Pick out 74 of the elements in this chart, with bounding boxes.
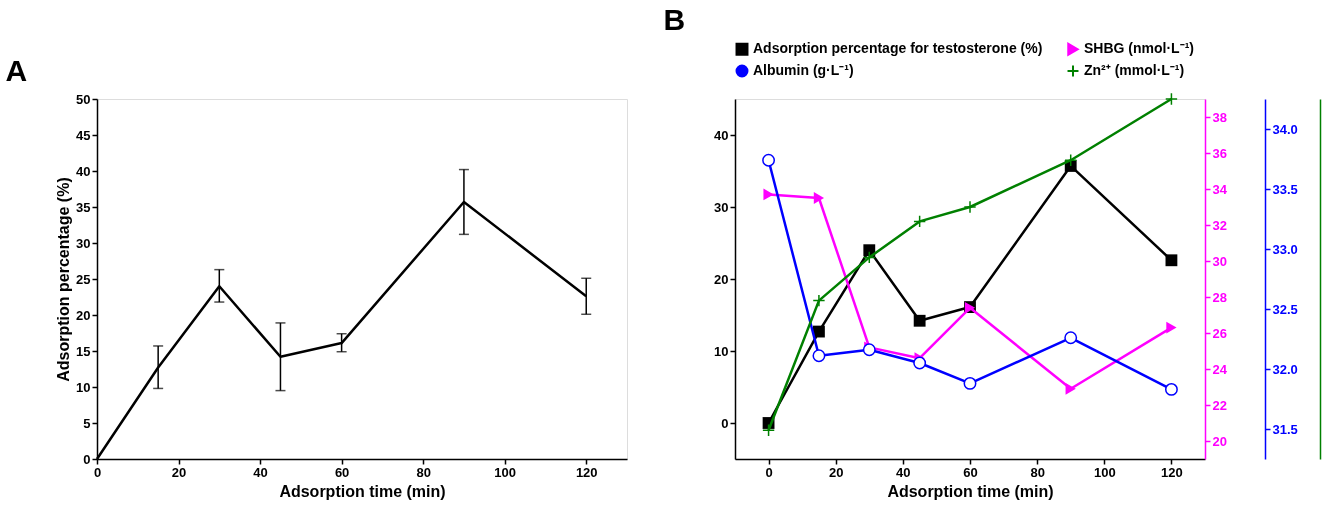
- legend-label: Albumin (g·L⁻¹): [753, 62, 854, 78]
- legend-label: SHBG (nmol·L⁻¹): [1084, 40, 1194, 57]
- y2-tick-label: 30: [1212, 253, 1227, 269]
- x-tick-label: 0: [93, 464, 102, 480]
- x-tick-label: 60: [963, 464, 978, 480]
- chart-title: A: [5, 54, 28, 87]
- x-tick-label: 80: [1030, 464, 1045, 480]
- y2-tick-label: 36: [1212, 145, 1227, 161]
- y-tick-label: 35: [76, 199, 91, 215]
- y-tick-label: 0: [83, 451, 91, 467]
- y2-tick-label: 20: [1212, 433, 1227, 449]
- point: [913, 356, 927, 370]
- x-tick-label: 20: [828, 464, 844, 480]
- point: [913, 314, 926, 327]
- y2-tick-label: 32: [1212, 217, 1227, 233]
- y2-tick-label: 26: [1212, 325, 1227, 341]
- point: [763, 188, 774, 201]
- chart-title: B: [663, 3, 686, 36]
- x-tick-label: 120: [575, 464, 598, 480]
- y-tick-label: 30: [76, 235, 91, 251]
- x-axis-title: Adsorption time (min): [279, 482, 446, 500]
- legend-label: Adsorption percentage for testosterone (%): [753, 40, 1043, 57]
- y3-tick-label: 32.0: [1272, 361, 1298, 377]
- point: [963, 200, 977, 214]
- y3-tick-label: 34.0: [1272, 121, 1298, 137]
- x-tick-label: 100: [1093, 464, 1116, 480]
- point: [1164, 382, 1178, 396]
- y-tick-label: 45: [76, 127, 91, 143]
- point: [762, 423, 776, 437]
- y-tick-label: 5: [83, 415, 91, 431]
- y-tick-label: 0: [721, 415, 729, 431]
- x-tick-label: 120: [1161, 464, 1183, 480]
- point: [1064, 331, 1078, 345]
- y2-tick-label: 34: [1212, 181, 1228, 197]
- y-axis-title: Adsorption percentage (%): [55, 177, 73, 382]
- y-tick-label: 15: [76, 343, 91, 359]
- point: [1065, 382, 1076, 395]
- y2-tick-label: 22: [1212, 397, 1227, 413]
- x-tick-label: 60: [334, 464, 350, 480]
- y3-tick-label: 33.5: [1272, 181, 1298, 197]
- point: [913, 214, 927, 228]
- point: [862, 250, 876, 264]
- point: [812, 349, 826, 363]
- point: [1164, 92, 1178, 106]
- y-tick-label: 10: [714, 343, 729, 359]
- x-tick-label: 80: [416, 464, 431, 480]
- y-tick-label: 10: [76, 379, 91, 395]
- y2-tick-label: 28: [1212, 289, 1227, 305]
- x-tick-label: 100: [494, 464, 517, 480]
- point: [1064, 153, 1078, 167]
- point: [813, 192, 825, 204]
- y-tick-label: 40: [714, 127, 729, 143]
- legend-label: Zn²⁺ (mmol·L⁻¹): [1084, 62, 1185, 78]
- x-tick-label: 20: [171, 464, 187, 480]
- x-tick-label: 0: [765, 464, 773, 480]
- point: [762, 153, 776, 167]
- x-tick-label: 40: [896, 464, 911, 480]
- y2-tick-label: 24: [1212, 361, 1228, 377]
- y-tick-label: 25: [76, 271, 91, 287]
- y3-tick-label: 32.5: [1272, 301, 1298, 317]
- point: [1165, 254, 1178, 267]
- point: [812, 294, 826, 308]
- y3-tick-label: 31.5: [1272, 421, 1298, 437]
- point: [1166, 321, 1177, 334]
- y-tick-label: 20: [76, 307, 91, 323]
- y-tick-label: 30: [714, 199, 729, 215]
- point: [963, 376, 977, 390]
- y-tick-label: 40: [76, 163, 91, 179]
- y2-tick-label: 38: [1212, 109, 1227, 125]
- x-tick-label: 40: [253, 464, 268, 480]
- y-tick-label: 20: [714, 271, 729, 287]
- y-tick-label: 50: [76, 91, 91, 107]
- y3-tick-label: 33.0: [1272, 241, 1298, 257]
- x-axis-title: Adsorption time (min): [887, 482, 1054, 500]
